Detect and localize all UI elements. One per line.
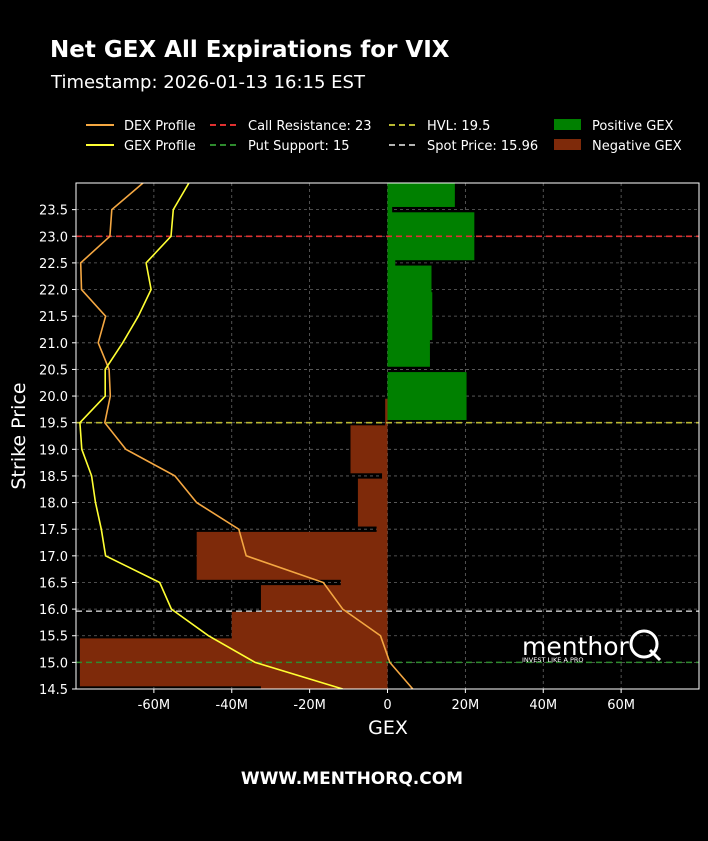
- y-axis-label: Strike Price: [8, 382, 30, 489]
- y-tick-label: 17.5: [39, 523, 68, 538]
- y-tick-label: 18.5: [39, 470, 68, 485]
- legend-positive-swatch: [554, 119, 581, 130]
- y-tick-label: 20.0: [39, 390, 68, 405]
- y-tick-label: 23.0: [39, 230, 68, 245]
- positive-gex-bar: [387, 372, 467, 421]
- y-tick-label: 21.0: [39, 337, 68, 352]
- legend-gex-label: GEX Profile: [124, 139, 196, 154]
- legend-put-support-label: Put Support: 15: [248, 139, 350, 154]
- x-tick-label: -60M: [138, 698, 170, 713]
- profile-lines: [79, 183, 414, 689]
- negative-gex-bar: [376, 505, 388, 554]
- y-tick-label: 22.0: [39, 284, 68, 299]
- y-axis-ticks: 14.5 15.0 15.5 16.0 16.5 17.0 17.5 18.0 18.5 19.0…: [39, 204, 76, 698]
- x-tick-label: 40M: [529, 698, 557, 713]
- footer-url: WWW.MENTHORQ.COM: [241, 769, 463, 789]
- legend-negative-swatch: [554, 139, 581, 150]
- dex-profile-line: [79, 183, 414, 689]
- y-tick-label: 21.5: [39, 310, 68, 325]
- x-tick-label: 0: [383, 698, 391, 713]
- y-tick-label: 15.5: [39, 630, 68, 645]
- positive-gex-bar: [387, 238, 396, 287]
- legend-hvl-label: HVL: 19.5: [427, 119, 490, 134]
- chart-subtitle: Timestamp: 2026-01-13 16:15 EST: [50, 72, 366, 93]
- y-tick-label: 20.5: [39, 363, 68, 378]
- legend-call-resistance-label: Call Resistance: 23: [248, 119, 372, 134]
- legend-dex-label: DEX Profile: [124, 119, 196, 134]
- y-tick-label: 23.5: [39, 204, 68, 219]
- positive-gex-bar: [387, 185, 393, 234]
- legend-positive-label: Positive GEX: [592, 119, 674, 134]
- gex-profile-line: [79, 183, 343, 689]
- negative-gex-bar: [350, 425, 388, 474]
- logo-q-icon: [629, 629, 662, 662]
- negative-gex-bar: [382, 451, 388, 500]
- x-axis-ticks: -60M -40M -20M 0 20M 40M 60M: [138, 689, 635, 713]
- x-axis-label: GEX: [368, 717, 408, 739]
- negative-gex-bar: [196, 531, 388, 580]
- plot-area: menthor INVEST LIKE A PRO -60M -40M -20M 0 2…: [39, 182, 700, 713]
- x-tick-label: 20M: [451, 698, 479, 713]
- y-tick-label: 14.5: [39, 683, 68, 698]
- y-tick-label: 15.0: [39, 656, 68, 671]
- y-tick-label: 19.0: [39, 443, 68, 458]
- y-tick-label: 22.5: [39, 257, 68, 272]
- legend-negative-label: Negative GEX: [592, 139, 682, 154]
- x-tick-label: -20M: [293, 698, 325, 713]
- menthor-logo: menthor INVEST LIKE A PRO: [522, 629, 662, 664]
- legend-spot-label: Spot Price: 15.96: [427, 139, 538, 154]
- positive-gex-bar: [387, 183, 455, 207]
- logo-tagline: INVEST LIKE A PRO: [522, 656, 584, 664]
- x-tick-label: 60M: [607, 698, 635, 713]
- y-tick-label: 19.5: [39, 417, 68, 432]
- logo-wordmark: menthor: [522, 632, 630, 661]
- y-tick-label: 16.0: [39, 603, 68, 618]
- reference-lines: [76, 235, 699, 664]
- legend: DEX Profile GEX Profile Call Resistance:…: [86, 119, 682, 154]
- y-tick-label: 18.0: [39, 497, 68, 512]
- y-tick-label: 16.5: [39, 576, 68, 591]
- x-tick-label: -40M: [216, 698, 248, 713]
- chart-title: Net GEX All Expirations for VIX: [50, 37, 450, 63]
- y-tick-label: 17.0: [39, 550, 68, 565]
